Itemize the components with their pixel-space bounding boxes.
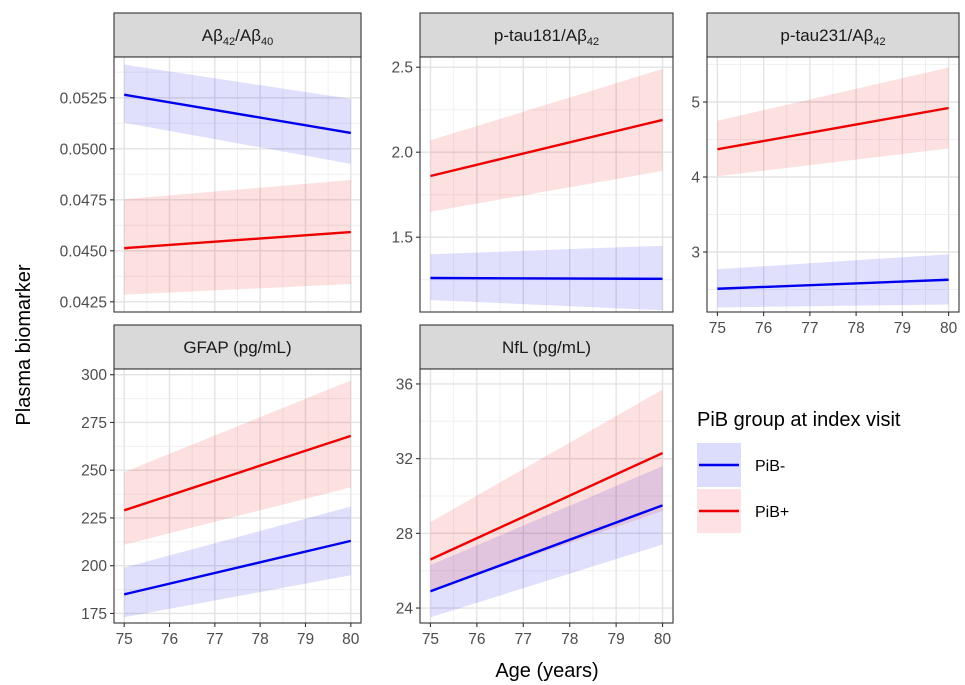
x-axis-title: Age (years): [495, 660, 598, 682]
ribbon-pib-plus: [717, 67, 949, 177]
ribbon-pib-minus: [124, 506, 351, 618]
y-tick-label: 3: [691, 245, 700, 262]
line-pib-minus: [123, 93, 352, 135]
panel-abeta42-40: Aβ42/Aβ40 0.0425 0.0450 0.0475 0.0500 0.0525: [60, 12, 362, 313]
y-tick-label: 0.0500: [60, 141, 108, 158]
y-tick-label: 4: [691, 170, 700, 187]
panel-border: [706, 56, 960, 313]
y-tick-label: 0.0450: [60, 243, 108, 260]
y-tick-label: 32: [396, 451, 413, 468]
panel-ptau231-abeta42: p-tau231/Aβ42 3 4 5 75 76 77 78 79 80: [691, 12, 960, 337]
y-tick-label: 24: [396, 601, 414, 618]
panel-title: NfL (pg/mL): [502, 338, 591, 357]
x-tick-label: 77: [801, 320, 818, 337]
ribbon-pib-plus: [124, 380, 351, 545]
x-tick-label: 77: [206, 631, 223, 648]
legend: PiB group at index visit PiB- PiB+: [697, 409, 901, 533]
y-tick-label: 225: [81, 510, 107, 527]
x-tick-label: 80: [654, 631, 672, 648]
panel-gfap: GFAP (pg/mL) 175 200 225 250 275 300 75 76 77 78 79…: [81, 324, 362, 648]
panel-strip: [419, 12, 674, 58]
line-pib-plus: [123, 434, 352, 512]
ribbon-pib-plus: [430, 389, 663, 592]
panel-ptau181-abeta42: p-tau181/Aβ42 1.5 2.0 2.5: [391, 12, 674, 313]
panel-title: GFAP (pg/mL): [183, 338, 291, 357]
legend-item-pib-plus: PiB+: [697, 489, 789, 533]
legend-title: PiB group at index visit: [697, 409, 901, 431]
panel-strip: [706, 12, 960, 58]
panel-border: [419, 368, 674, 624]
grid: [420, 369, 673, 623]
y-tick-label: 200: [81, 558, 107, 575]
y-tick-label: 1.5: [391, 230, 413, 247]
panel-strip: [113, 12, 362, 58]
ribbon-pib-minus: [430, 466, 663, 618]
panel-border: [419, 56, 674, 313]
panel-title: Aβ42/Aβ40: [202, 26, 273, 48]
line-pib-minus: [123, 539, 352, 596]
y-tick-label: 275: [81, 415, 107, 432]
y-tick-label: 0.0525: [60, 90, 107, 107]
ribbon-pib-minus: [717, 254, 949, 308]
x-tick-label: 75: [116, 631, 133, 648]
y-tick-label: 2.0: [391, 145, 413, 162]
x-tick-label: 78: [252, 631, 269, 648]
line-pib-minus: [430, 276, 663, 281]
y-tick-label: 0.0425: [60, 294, 107, 311]
y-tick-label: 175: [81, 606, 107, 623]
x-tick-label: 79: [297, 631, 314, 648]
y-tick-label: 300: [81, 367, 107, 384]
y-tick-label: 2.5: [391, 60, 413, 77]
y-tick-label: 0.0475: [60, 192, 107, 209]
panel-title: p-tau181/Aβ42: [494, 26, 599, 48]
x-tick-label: 76: [161, 631, 178, 648]
grid: [707, 57, 959, 312]
line-pib-plus: [124, 230, 351, 250]
x-tick-label: 80: [940, 320, 958, 337]
x-tick-label: 78: [847, 320, 864, 337]
legend-label-pib-minus: PiB-: [755, 458, 785, 475]
x-tick-label: 75: [422, 631, 439, 648]
panel-border: [113, 368, 362, 624]
x-tick-label: 79: [608, 631, 625, 648]
y-axis-title: Plasma biomarker: [13, 264, 35, 426]
legend-label-pib-plus: PiB+: [755, 504, 789, 521]
ribbon-pib-plus: [124, 180, 351, 295]
y-tick-label: 28: [396, 526, 413, 543]
ribbon-pib-plus: [430, 68, 663, 212]
panel-border: [113, 56, 362, 313]
grid: [114, 57, 361, 312]
grid: [420, 57, 673, 312]
panel-strip: [113, 324, 362, 370]
line-pib-plus: [429, 451, 664, 561]
line-pib-minus: [430, 504, 663, 593]
panel-nfl: NfL (pg/mL) 24 28 32 36 75 76 77 78 79 80: [396, 324, 674, 648]
y-tick-label: 36: [396, 376, 413, 393]
x-tick-label: 77: [515, 631, 532, 648]
x-tick-label: 78: [561, 631, 578, 648]
x-tick-label: 76: [468, 631, 485, 648]
legend-item-pib-minus: PiB-: [697, 443, 785, 487]
x-tick-label: 79: [894, 320, 911, 337]
line-pib-minus: [717, 278, 949, 290]
x-tick-label: 76: [755, 320, 772, 337]
y-tick-label: 250: [81, 463, 107, 480]
x-tick-label: 75: [709, 320, 726, 337]
line-pib-plus: [430, 118, 663, 178]
x-tick-label: 80: [342, 631, 360, 648]
y-tick-label: 5: [691, 95, 700, 112]
panel-title: p-tau231/Aβ42: [780, 26, 885, 48]
line-pib-plus: [717, 106, 949, 151]
